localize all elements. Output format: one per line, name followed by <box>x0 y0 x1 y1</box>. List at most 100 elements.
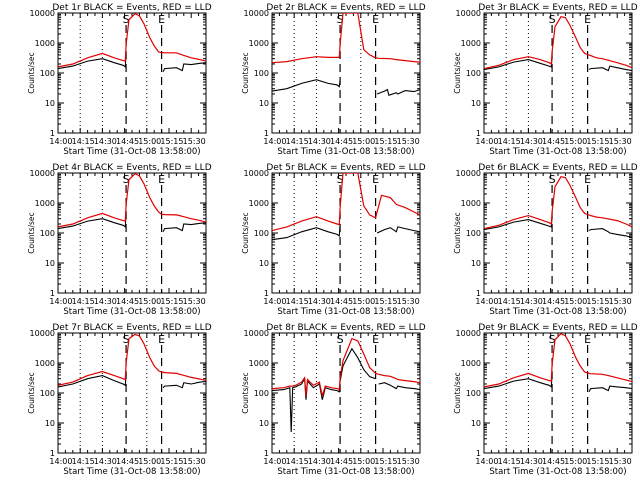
x-tick-label: 14:30 <box>308 297 331 306</box>
y-tick-label: 10000 <box>244 169 269 178</box>
y-tick-label: 100 <box>254 69 269 78</box>
marker-label-s: S <box>123 13 130 26</box>
x-axis-label: Start Time (31-Oct-08 13:58:00) <box>63 307 200 317</box>
marker-label-s: S <box>337 173 344 186</box>
x-tick-label: 15:15 <box>374 297 397 306</box>
x-tick-label: 14:45 <box>330 137 353 146</box>
y-tick-label: 10000 <box>456 169 481 178</box>
x-tick-label: 14:00 <box>263 457 286 466</box>
y-tick-label: 1 <box>50 289 55 298</box>
series-lld-line <box>484 16 632 70</box>
panel-title: Det 1r BLACK = Events, RED = LLD <box>52 3 211 13</box>
panel-det-9: Det 9r BLACK = Events, RED = LLD 1 10 100 10… <box>453 323 638 477</box>
marker-label-e: E <box>158 173 165 186</box>
x-tick-label: 15:15 <box>160 137 183 146</box>
y-tick-label: 10 <box>45 259 55 268</box>
marker-label-e: E <box>584 333 591 346</box>
x-tick-label: 14:15 <box>72 457 95 466</box>
y-tick-label: 100 <box>254 229 269 238</box>
series-events-line <box>484 373 632 393</box>
x-tick-label: 14:00 <box>49 457 72 466</box>
panel-det-6: Det 6r BLACK = Events, RED = LLD 1 10 100 10… <box>453 163 638 317</box>
y-tick-label: 1 <box>264 129 269 138</box>
y-tick-label: 10000 <box>456 329 481 338</box>
panel-title: Det 5r BLACK = Events, RED = LLD <box>266 163 425 173</box>
x-tick-label: 15:30 <box>397 297 420 306</box>
x-tick-label: 15:15 <box>586 457 609 466</box>
x-tick-label: 14:45 <box>542 297 565 306</box>
y-tick-label: 100 <box>40 69 55 78</box>
x-tick-label: 15:00 <box>138 457 161 466</box>
y-tick-label: 10000 <box>30 329 55 338</box>
x-tick-label: 15:30 <box>397 457 420 466</box>
series-lld-line <box>272 337 420 397</box>
x-tick-label: 15:30 <box>609 297 632 306</box>
y-tick-label: 100 <box>466 69 481 78</box>
panel-title: Det 2r BLACK = Events, RED = LLD <box>266 3 425 13</box>
panel-det-7: Det 7r BLACK = Events, RED = LLD 1 10 100 10… <box>27 323 212 477</box>
y-tick-label: 10000 <box>30 9 55 18</box>
y-tick-label: 1 <box>264 289 269 298</box>
x-axis-label: Start Time (31-Oct-08 13:58:00) <box>489 307 626 317</box>
x-tick-label: 14:45 <box>330 297 353 306</box>
marker-label-s: S <box>123 173 130 186</box>
x-axis-label: Start Time (31-Oct-08 13:58:00) <box>63 467 200 477</box>
panel-det-2: Det 2r BLACK = Events, RED = LLD 1 10 100 10… <box>241 3 426 157</box>
series-lld-line <box>272 13 420 64</box>
marker-label-s: S <box>337 333 344 346</box>
marker-label-e: E <box>584 13 591 26</box>
x-tick-label: 15:00 <box>138 137 161 146</box>
y-tick-label: 1 <box>50 449 55 458</box>
x-tick-label: 15:15 <box>160 457 183 466</box>
marker-label-s: S <box>123 333 130 346</box>
x-tick-label: 14:15 <box>498 137 521 146</box>
y-tick-label: 1000 <box>35 39 55 48</box>
y-tick-label: 100 <box>466 229 481 238</box>
series-lld-line <box>272 173 420 232</box>
series-lld-line <box>484 333 632 388</box>
y-axis-label: Counts/sec <box>453 52 462 93</box>
x-tick-label: 14:00 <box>263 137 286 146</box>
x-tick-label: 15:00 <box>564 137 587 146</box>
marker-label-e: E <box>158 333 165 346</box>
marker-label-e: E <box>372 333 379 346</box>
x-tick-label: 15:00 <box>564 457 587 466</box>
panel-det-5: Det 5r BLACK = Events, RED = LLD 1 10 100 10… <box>241 163 426 317</box>
y-tick-label: 1 <box>50 129 55 138</box>
y-tick-label: 1000 <box>461 199 481 208</box>
panel-det-1: Det 1r BLACK = Events, RED = LLD 1 10 100 10… <box>27 3 212 157</box>
panel-det-4: Det 4r BLACK = Events, RED = LLD 1 10 100 10… <box>27 163 212 317</box>
y-axis-label: Counts/sec <box>27 52 36 93</box>
marker-label-e: E <box>372 173 379 186</box>
marker-label-e: E <box>158 13 165 26</box>
x-axis-label: Start Time (31-Oct-08 13:58:00) <box>63 147 200 157</box>
panel-title: Det 6r BLACK = Events, RED = LLD <box>478 163 637 173</box>
x-tick-label: 14:45 <box>542 137 565 146</box>
panel-title: Det 9r BLACK = Events, RED = LLD <box>478 323 637 333</box>
series-events-line <box>484 216 632 239</box>
y-tick-label: 1000 <box>35 359 55 368</box>
y-tick-label: 100 <box>40 389 55 398</box>
x-tick-label: 14:30 <box>94 137 117 146</box>
series-events-line <box>484 56 632 72</box>
y-tick-label: 10000 <box>244 9 269 18</box>
series-events-line <box>58 213 206 233</box>
panel-det-3: Det 3r BLACK = Events, RED = LLD 1 10 100 10… <box>453 3 638 157</box>
panel-title: Det 3r BLACK = Events, RED = LLD <box>478 3 637 13</box>
x-tick-label: 15:30 <box>397 137 420 146</box>
x-tick-label: 15:00 <box>564 297 587 306</box>
x-tick-label: 15:30 <box>183 297 206 306</box>
x-tick-label: 14:15 <box>286 137 309 146</box>
x-tick-label: 15:00 <box>352 137 375 146</box>
y-tick-label: 1000 <box>249 359 269 368</box>
y-tick-label: 10 <box>259 419 269 428</box>
x-axis-label: Start Time (31-Oct-08 13:58:00) <box>277 467 414 477</box>
x-axis-label: Start Time (31-Oct-08 13:58:00) <box>489 147 626 157</box>
y-axis-label: Counts/sec <box>241 52 250 93</box>
x-tick-label: 14:00 <box>475 137 498 146</box>
x-tick-label: 15:15 <box>374 137 397 146</box>
y-tick-label: 1000 <box>249 199 269 208</box>
x-axis-label: Start Time (31-Oct-08 13:58:00) <box>277 147 414 157</box>
series-lld-line <box>484 176 632 230</box>
